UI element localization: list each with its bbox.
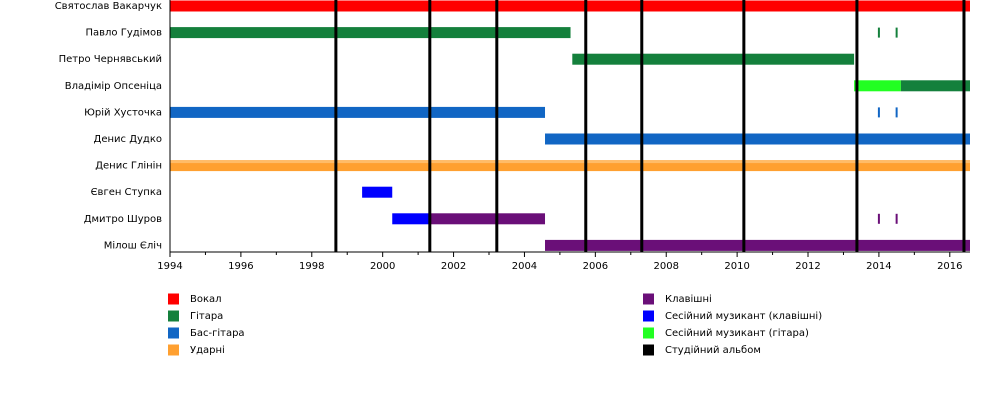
bar bbox=[900, 80, 970, 92]
row-label: Євген Ступка bbox=[91, 187, 162, 198]
x-tick-label: 2014 bbox=[866, 261, 891, 272]
bar-texture bbox=[170, 160, 970, 164]
bar bbox=[545, 133, 970, 145]
x-tick-label: 2016 bbox=[937, 261, 962, 272]
bar bbox=[170, 0, 970, 12]
x-tick-label: 2010 bbox=[724, 261, 749, 272]
legend-swatch bbox=[168, 293, 179, 305]
legend-label: Бас-гітара bbox=[190, 327, 245, 339]
x-tick-label: 1998 bbox=[299, 261, 324, 272]
x-tick-label: 2008 bbox=[654, 261, 679, 272]
row-label: Святослав Вакарчук bbox=[55, 1, 162, 12]
x-tick-label: 2012 bbox=[795, 261, 820, 272]
legend-label: Сесійний музикант (гітара) bbox=[665, 327, 809, 339]
bar bbox=[170, 106, 546, 118]
row-label: Денис Глінін bbox=[95, 160, 162, 172]
bar bbox=[854, 80, 901, 92]
legend-label: Студійний альбом bbox=[665, 344, 761, 356]
bar bbox=[392, 213, 429, 225]
legend-swatch bbox=[643, 293, 654, 305]
row-label: Дмитро Шуров bbox=[84, 214, 162, 225]
bar bbox=[170, 27, 571, 39]
legend-swatch bbox=[168, 327, 179, 339]
x-tick-label: 1996 bbox=[228, 261, 253, 272]
row-label: Мілош Єліч bbox=[104, 239, 162, 251]
legend-label: Гітара bbox=[190, 310, 223, 322]
x-tick-label: 1994 bbox=[157, 261, 182, 272]
x-tick-label: 2006 bbox=[583, 261, 608, 272]
legend-swatch bbox=[643, 344, 654, 356]
bar bbox=[170, 160, 970, 172]
legend-swatch bbox=[168, 344, 179, 356]
row-label: Владімір Опсеніца bbox=[65, 80, 162, 92]
row-label: Петро Чернявський bbox=[59, 54, 162, 65]
bar bbox=[572, 53, 855, 65]
row-label: Павло Гудімов bbox=[86, 27, 163, 39]
row-label: Юрій Хусточка bbox=[84, 106, 162, 118]
legend-label: Сесійний музикант (клавішні) bbox=[665, 310, 822, 322]
legend-swatch bbox=[168, 310, 179, 322]
legend-swatch bbox=[643, 310, 654, 322]
legend-label: Ударні bbox=[190, 344, 225, 356]
x-tick-label: 2002 bbox=[441, 261, 466, 272]
x-tick-label: 2000 bbox=[370, 261, 395, 272]
bar bbox=[362, 186, 393, 198]
legend-label: Клавішні bbox=[665, 293, 712, 305]
legend-label: Вокал bbox=[190, 294, 222, 305]
bar bbox=[545, 239, 970, 251]
legend-swatch bbox=[643, 327, 654, 339]
row-label: Денис Дудко bbox=[94, 134, 162, 145]
bar bbox=[428, 213, 546, 225]
x-tick-label: 2004 bbox=[512, 261, 537, 272]
